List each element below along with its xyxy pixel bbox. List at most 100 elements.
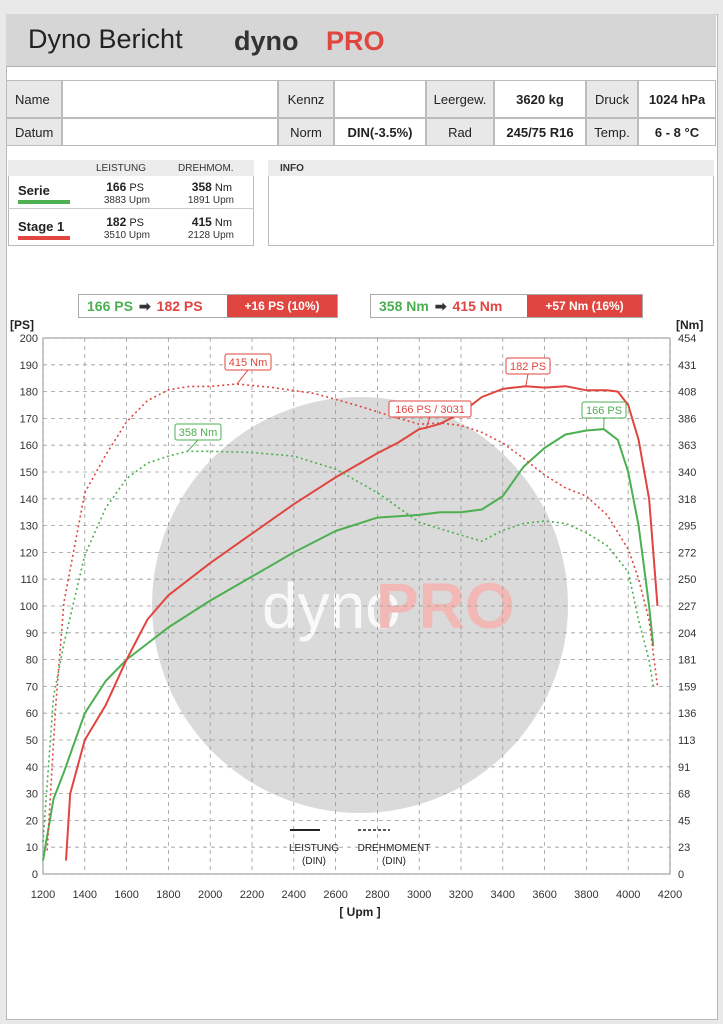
- annotation-box: [505, 357, 551, 375]
- y-tick-label-right: 136: [678, 708, 696, 720]
- norm-label: Norm: [278, 118, 334, 146]
- brand-logo-pro: PRO: [326, 26, 385, 56]
- y-tick-label-right: 272: [678, 547, 696, 559]
- y-tick-label-left: 140: [20, 494, 38, 506]
- y-tick-label-right: 431: [678, 360, 696, 372]
- annotation-box: [581, 401, 627, 419]
- brand-logo-dyno: dyno: [234, 26, 299, 56]
- y-tick-label-right: 45: [678, 815, 690, 827]
- y-tick-label-right: 0: [678, 869, 684, 881]
- stage1-torque: 415 Nm: [191, 215, 232, 229]
- temp-label: Temp.: [586, 118, 638, 146]
- y-tick-label-right: 68: [678, 789, 690, 801]
- stage1-label: Stage 1: [18, 219, 65, 234]
- torque-gain-badge: +57 Nm (16%): [527, 295, 642, 317]
- x-tick-label: 4200: [658, 889, 682, 901]
- y-tick-label-right: 295: [678, 521, 696, 533]
- rad-label: Rad: [426, 118, 494, 146]
- y-tick-label-left: 40: [26, 762, 38, 774]
- y-tick-label-left: 0: [32, 869, 38, 881]
- legend-power-label: (DIN): [302, 856, 326, 867]
- y-tick-label-left: 110: [20, 574, 38, 586]
- y-tick-label-left: 150: [20, 467, 38, 479]
- drehmom-header: DREHMOM.: [178, 163, 234, 174]
- x-tick-label: 4000: [616, 889, 640, 901]
- power-before: 166 PS: [87, 298, 133, 314]
- watermark-circle: [152, 397, 568, 813]
- y-tick-label-left: 80: [26, 655, 38, 667]
- x-tick-label: 3200: [449, 889, 473, 901]
- y-axis-label-left: [PS]: [10, 318, 34, 332]
- info-header: [268, 160, 714, 176]
- y-tick-label-left: 180: [20, 387, 38, 399]
- stage1-torque-rpm: 2128 Upm: [187, 230, 234, 241]
- y-tick-label-left: 200: [20, 333, 38, 345]
- power-after: 182 PS: [156, 298, 203, 314]
- y-tick-label-right: 318: [678, 494, 696, 506]
- x-tick-label: 2600: [323, 889, 347, 901]
- serie-power-rpm: 3883 Upm: [103, 195, 150, 206]
- y-tick-label-right: 113: [678, 735, 696, 747]
- annotation-label: 415 Nm: [229, 357, 268, 369]
- legend-torque-label: (DIN): [382, 856, 406, 867]
- name-value: [62, 80, 278, 118]
- annotation-label: 182 PS: [510, 361, 546, 373]
- y-tick-label-left: 70: [26, 681, 38, 693]
- x-tick-label: 3400: [491, 889, 515, 901]
- norm-value: DIN(-3.5%): [334, 118, 426, 146]
- x-tick-label: 3800: [574, 889, 598, 901]
- y-tick-label-right: 250: [678, 574, 696, 586]
- y-tick-label-left: 130: [20, 521, 38, 533]
- y-tick-label-right: 227: [678, 601, 696, 613]
- x-tick-label: 3600: [532, 889, 556, 901]
- x-tick-label: 1400: [73, 889, 97, 901]
- x-tick-label: 1600: [114, 889, 138, 901]
- druck-value: 1024 hPa: [638, 80, 716, 118]
- y-tick-label-right: 204: [678, 628, 696, 640]
- annotation-box: [388, 400, 472, 418]
- annotation-label: 358 Nm: [179, 427, 218, 439]
- serie-torque: 358 Nm: [191, 180, 232, 194]
- x-axis-label: [ Upm ]: [339, 905, 380, 919]
- legend-power-label: LEISTUNG: [289, 843, 339, 854]
- leergew-label: Leergew.: [426, 80, 494, 118]
- y-tick-label-right: 386: [678, 413, 696, 425]
- power-curve-serie: [42, 428, 655, 861]
- summary-header: [8, 160, 254, 176]
- leistung-header: LEISTUNG: [96, 163, 147, 174]
- y-tick-label-right: 23: [678, 842, 690, 854]
- arrow-icon: ➡: [138, 297, 151, 314]
- serie-power: 166 PS: [106, 180, 144, 194]
- x-tick-label: 2800: [365, 889, 389, 901]
- x-tick-label: 3000: [407, 889, 431, 901]
- torque-before: 358 Nm: [379, 298, 429, 314]
- report-title: Dyno Bericht: [28, 24, 183, 54]
- annotation-leader: [187, 439, 199, 452]
- x-tick-label: 2000: [198, 889, 222, 901]
- power-gain-badge: +16 PS (10%): [227, 295, 337, 317]
- info-label: INFO: [280, 163, 304, 174]
- temp-value: 6 - 8 °C: [638, 118, 716, 146]
- title-bar: Dyno Bericht dyno PRO: [6, 14, 716, 67]
- kennz-value: [334, 80, 426, 118]
- legend-torque-label: DREHMOMENT: [358, 843, 431, 854]
- y-tick-label-left: 20: [26, 815, 38, 827]
- torque-comparison: 358 Nm ➡ 415 Nm +57 Nm (16%): [370, 294, 643, 318]
- annotation-leader: [425, 416, 431, 430]
- annotation-box: [174, 423, 222, 441]
- datum-label: Datum: [6, 118, 62, 146]
- stage1-power: 182 PS: [106, 215, 144, 229]
- serie-label: Serie: [18, 183, 50, 198]
- y-axis-label-right: [Nm]: [676, 318, 703, 332]
- y-tick-label-left: 190: [20, 360, 38, 372]
- power-comparison: 166 PS ➡ 182 PS +16 PS (10%): [78, 294, 338, 318]
- torque-curve-stage-1: [46, 383, 659, 851]
- annotation-box: [224, 353, 272, 371]
- y-tick-label-right: 181: [678, 655, 696, 667]
- druck-label: Druck: [586, 80, 638, 118]
- y-tick-label-right: 363: [678, 440, 696, 452]
- y-tick-label-right: 91: [678, 762, 690, 774]
- annotation-label: 166 PS: [586, 405, 622, 417]
- y-tick-label-left: 90: [26, 628, 38, 640]
